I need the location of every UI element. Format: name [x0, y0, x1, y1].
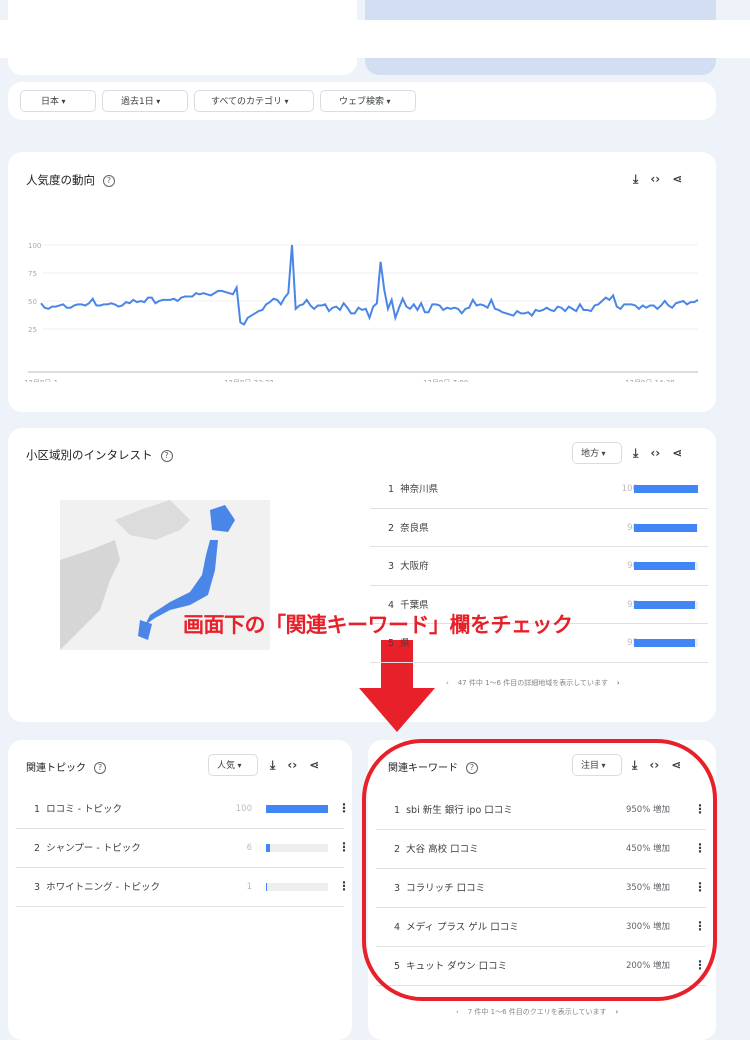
pager-text: 47 件中 1～6 件目の詳細地域を表示しています [458, 679, 608, 687]
topics-card: 関連トピック? 人気 ⤓ ‹› ⋖ 1 ロコミ - トピック 100 ⋮ 2 シャンプー … [8, 740, 352, 1040]
item-value: 1 [247, 882, 252, 893]
item-value: 100 [236, 804, 252, 815]
value-bar [634, 562, 698, 570]
download-icon[interactable]: ⤓ [270, 758, 275, 773]
more-vert-icon[interactable]: ⋮ [338, 840, 350, 854]
more-vert-icon[interactable]: ⋮ [338, 801, 350, 815]
more-vert-icon[interactable]: ⋮ [338, 879, 350, 893]
value-bar [634, 485, 698, 493]
value-bar [634, 639, 698, 647]
topics-title: 関連トピック? [26, 759, 106, 774]
value-bar [266, 844, 328, 852]
item-label: 2 シャンプー - トピック [34, 843, 141, 854]
item-label: 5 県 [388, 638, 410, 649]
x-tick-label: 12月8日 23:32 [224, 379, 274, 382]
filter-category[interactable]: すべてのカテゴリ [194, 90, 314, 112]
x-tick-label: 12月9日 7:00 [423, 379, 468, 382]
keywords-pager: ‹ 7 件中 1～6 件目のクエリを表示しています › [456, 1007, 618, 1017]
embed-icon[interactable]: ‹› [287, 758, 297, 773]
item-label: 3 ホワイトニング - トピック [34, 882, 160, 893]
value-bar [266, 805, 328, 813]
prev-page[interactable]: ‹ [446, 679, 449, 687]
region-pager: ‹ 47 件中 1～6 件目の詳細地域を表示しています › [446, 678, 620, 688]
topics-title-text: 関連トピック [26, 763, 86, 774]
share-icon[interactable]: ⋖ [309, 758, 319, 773]
highlight-ellipse [362, 739, 717, 1001]
annotation-text: 画面下の「関連キーワード」欄をチェック [183, 613, 573, 637]
download-icon[interactable]: ⤓ [633, 446, 638, 461]
item-label: 1 神奈川県 [388, 484, 438, 495]
filter-country[interactable]: 日本 [20, 90, 96, 112]
trend-chart: 25 50 75 100 12月8日 1... 12月8日 23:32 12月9日 7:00… [8, 152, 716, 382]
region-select[interactable]: 地方 [572, 442, 622, 464]
pager-text: 7 件中 1～6 件目のクエリを表示しています [468, 1008, 607, 1016]
value-bar [634, 601, 698, 609]
help-icon[interactable]: ? [94, 762, 106, 774]
white-band [0, 20, 750, 58]
next-page[interactable]: › [617, 679, 620, 687]
item-label: 4 千葉県 [388, 600, 429, 611]
filter-search-type[interactable]: ウェブ検索 [320, 90, 416, 112]
region-title-text: 小区域別のインタレスト [26, 448, 153, 462]
prev-page[interactable]: ‹ [456, 1008, 459, 1016]
x-tick-label: 12月9日 14:28 [625, 379, 675, 382]
filter-time[interactable]: 過去1日 [102, 90, 188, 112]
help-icon[interactable]: ? [161, 450, 173, 462]
value-bar [266, 883, 328, 891]
topics-select[interactable]: 人気 [208, 754, 258, 776]
region-title: 小区域別のインタレスト? [26, 447, 173, 463]
filter-bar: 日本 過去1日 すべてのカテゴリ ウェブ検索 [8, 82, 716, 120]
y-tick-label: 50 [28, 298, 37, 306]
y-tick-label: 25 [28, 326, 37, 334]
item-value: 6 [247, 843, 252, 854]
y-tick-label: 75 [28, 270, 37, 278]
y-tick-label: 100 [28, 242, 41, 250]
value-bar [634, 524, 698, 532]
item-label: 1 ロコミ - トピック [34, 804, 122, 815]
trend-line [41, 245, 698, 325]
item-label: 2 奈良県 [388, 523, 429, 534]
embed-icon[interactable]: ‹› [650, 446, 660, 461]
trend-card: 人気度の動向? ⤓‹›⋖ 25507510012月8日 1...12月8日 23… [8, 152, 716, 412]
item-label: 3 大阪府 [388, 561, 429, 572]
x-tick-label: 12月8日 1... [24, 379, 65, 382]
next-page[interactable]: › [615, 1008, 618, 1016]
share-icon[interactable]: ⋖ [672, 446, 682, 461]
